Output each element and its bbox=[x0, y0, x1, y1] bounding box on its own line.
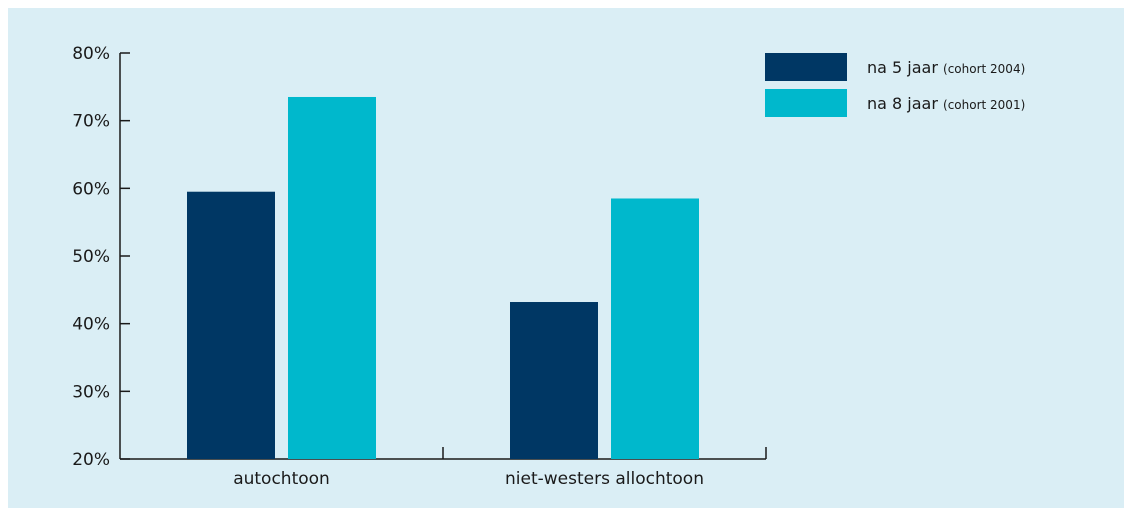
y-tick-label: 80% bbox=[72, 44, 110, 64]
bar-2-2 bbox=[611, 198, 699, 459]
x-category-label: niet-westers allochtoon bbox=[505, 469, 704, 489]
y-tick-label: 50% bbox=[72, 247, 110, 267]
legend-label: na 5 jaar (cohort 2004) bbox=[867, 58, 1025, 77]
bar-1-2 bbox=[510, 302, 598, 459]
legend-swatch bbox=[765, 89, 847, 117]
legend: na 5 jaar (cohort 2004) na 8 jaar (cohort… bbox=[765, 53, 1025, 117]
y-tick-label: 30% bbox=[72, 382, 110, 402]
y-tick-label: 70% bbox=[72, 112, 110, 132]
labels: 80% 70% 60% 50% 40% 30% 20% autochtoon niet-west… bbox=[72, 44, 704, 489]
bar-1-1 bbox=[187, 191, 275, 459]
bars bbox=[187, 96, 699, 459]
y-tick-label: 60% bbox=[72, 179, 110, 199]
y-tick-label: 20% bbox=[72, 450, 110, 470]
legend-swatch bbox=[765, 53, 847, 81]
y-tick-label: 40% bbox=[72, 315, 110, 335]
x-category-label: autochtoon bbox=[233, 469, 330, 489]
legend-label: na 8 jaar (cohort 2001) bbox=[867, 94, 1025, 113]
bar-2-1 bbox=[288, 96, 376, 459]
